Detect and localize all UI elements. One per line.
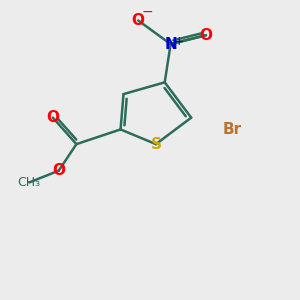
Text: −: −	[141, 5, 153, 19]
Text: O: O	[52, 163, 65, 178]
Text: Br: Br	[223, 122, 242, 137]
Text: N: N	[164, 37, 177, 52]
Text: O: O	[200, 28, 212, 43]
Text: S: S	[150, 136, 161, 152]
Text: O: O	[46, 110, 59, 125]
Text: +: +	[174, 34, 185, 48]
Text: O: O	[132, 13, 145, 28]
Text: CH₃: CH₃	[18, 176, 41, 189]
